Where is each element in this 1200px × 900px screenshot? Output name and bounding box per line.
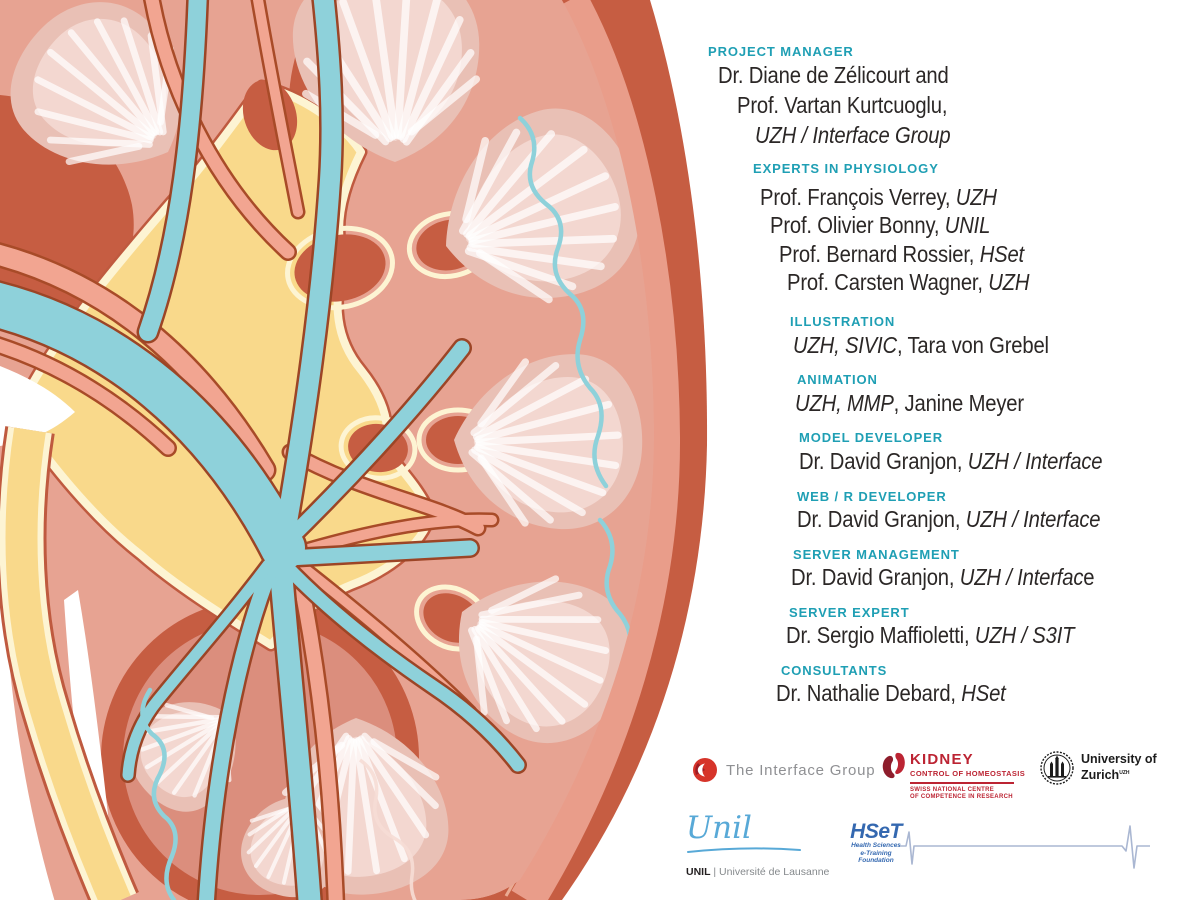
credits-heading-animation: ANIMATION [797, 372, 878, 387]
credits-heading-consultants: CONSULTANTS [781, 663, 888, 678]
unil-swoosh [687, 847, 801, 853]
uzh-logo-line1: University of [1081, 752, 1157, 767]
hset-line3: Foundation [858, 857, 894, 864]
credits-heading-experts: EXPERTS IN PHYSIOLOGY [753, 161, 939, 176]
hset-line2: e-Training [860, 849, 892, 857]
credit-line: Dr. David Granjon, UZH / Interface [797, 506, 1101, 532]
uzh-superscript: UZH [1119, 769, 1130, 776]
credit-line: Prof. François Verrey, UZH [760, 184, 997, 210]
uzh-logo-line2: ZurichUZH [1081, 768, 1130, 783]
kidney-nccr-logo: KIDNEY CONTROL OF HOMEOSTASIS SWISS NATI… [881, 752, 1025, 801]
kidney-logo-subtitle: CONTROL OF HOMEOSTASIS [910, 769, 1026, 778]
credit-line: Dr. Diane de Zélicourt and [718, 62, 949, 88]
uzh-logo: University of ZurichUZH [1039, 750, 1157, 786]
renal-vein-tree [0, 0, 646, 900]
kidney-logo-rule [910, 782, 1014, 784]
credit-line: UZH, SIVIC, Tara von Grebel [793, 332, 1049, 358]
hset-wordmark: HSeT [850, 820, 902, 843]
uzh-seal-icon [1040, 751, 1074, 785]
credits-heading-server-expert: SERVER EXPERT [789, 605, 910, 620]
credits-heading-model-developer: MODEL DEVELOPER [799, 430, 944, 445]
credit-line: UZH, MMP, Janine Meyer [795, 390, 1024, 416]
credits-heading-project-manager: PROJECT MANAGER [708, 44, 854, 59]
unil-logo: Unil UNIL | Université de Lausanne [686, 810, 830, 879]
ecg-trace-icon [900, 825, 1150, 869]
kidney-logo-line1: SWISS NATIONAL CENTRE [910, 786, 995, 793]
unil-script-wordmark: Unil [686, 810, 752, 846]
credit-line: Dr. David Granjon, UZH / Interface [799, 448, 1103, 474]
red-swirl-icon [693, 758, 717, 782]
credits-heading-server-management: SERVER MANAGEMENT [793, 547, 960, 562]
credit-line: Dr. Nathalie Debard, HSet [776, 680, 1006, 706]
credit-line: Prof. Olivier Bonny, UNIL [770, 212, 991, 238]
capsule-inner-band [511, 0, 681, 900]
unil-tagline: UNIL | Université de Lausanne [686, 866, 830, 878]
ureter [0, 426, 139, 900]
kidney-logo-line2: OF COMPETENCE IN RESEARCH [910, 793, 1013, 800]
kidney-illustration [0, 0, 708, 900]
credit-line: Prof. Bernard Rossier, HSet [779, 241, 1024, 267]
credit-line: Dr. David Granjon, UZH / Interface [791, 564, 1095, 590]
credit-line: UZH / Interface Group [755, 122, 951, 148]
double-kidney-icon [882, 752, 905, 779]
credit-line: Prof. Carsten Wagner, UZH [787, 269, 1030, 295]
interface-group-label: The Interface Group [726, 761, 876, 779]
credit-line: Dr. Sergio Maffioletti, UZH / S3IT [786, 622, 1075, 648]
credits-heading-web-r-developer: WEB / R DEVELOPER [797, 489, 947, 504]
interface-group-logo: The Interface Group [692, 757, 875, 783]
kidney-logo-title: KIDNEY [910, 751, 974, 768]
hset-line1: Health Sciences [851, 842, 901, 849]
credits-heading-illustration: ILLUSTRATION [790, 314, 896, 329]
hset-logo: HSeT Health Sciences e-Training Foundati… [843, 820, 909, 865]
credit-line: Prof. Vartan Kurtcuoglu, [737, 92, 948, 118]
